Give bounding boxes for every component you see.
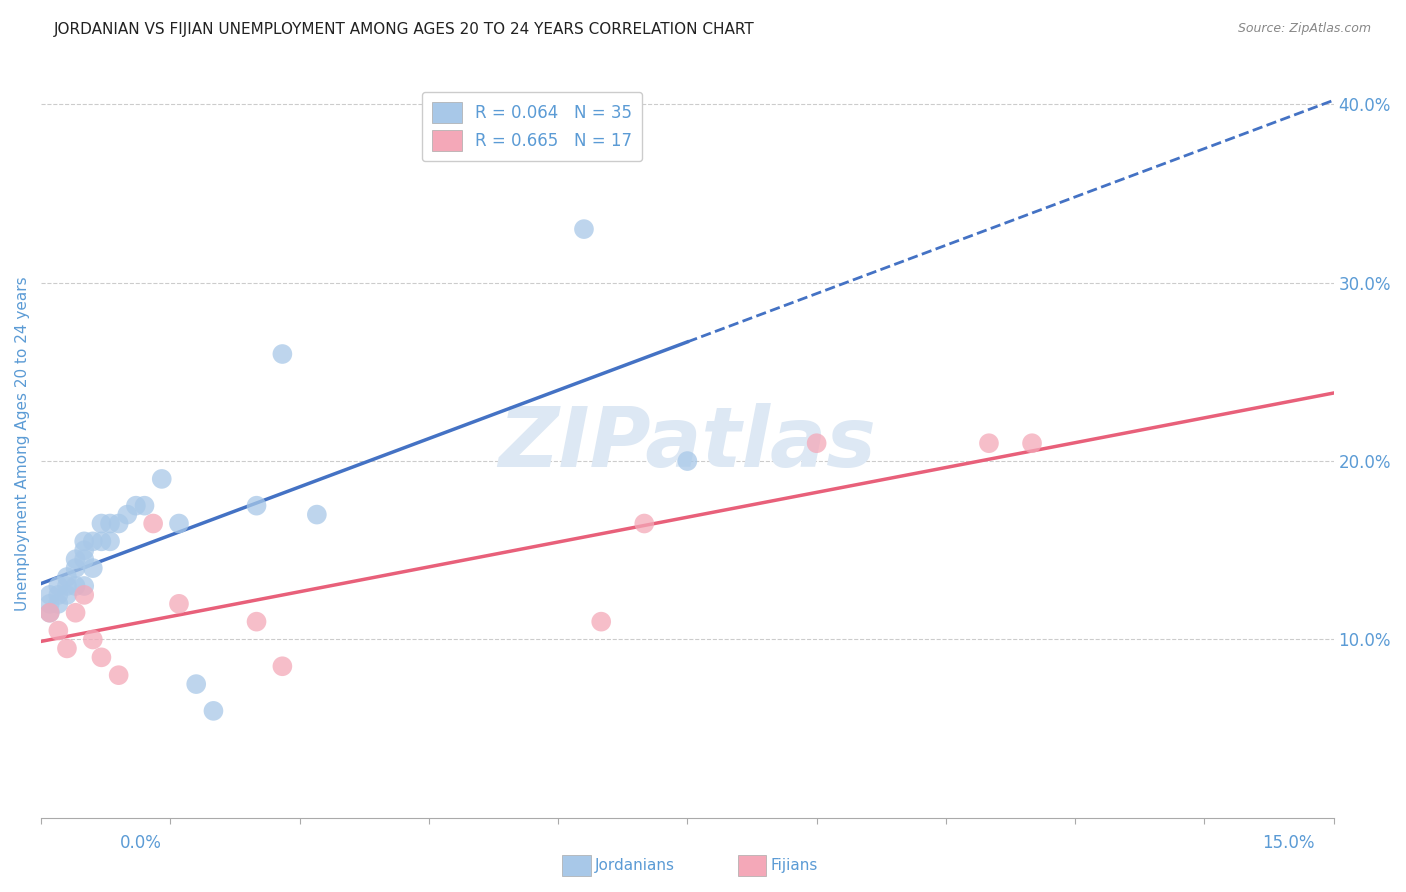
Point <box>134 499 156 513</box>
Point <box>73 543 96 558</box>
Point <box>271 659 294 673</box>
Point <box>65 606 87 620</box>
Point <box>90 650 112 665</box>
Point <box>82 561 104 575</box>
Point <box>591 615 613 629</box>
Point <box>56 579 79 593</box>
Point <box>202 704 225 718</box>
Point <box>633 516 655 531</box>
Point <box>167 516 190 531</box>
Point <box>73 579 96 593</box>
Point <box>167 597 190 611</box>
Point <box>271 347 294 361</box>
Point <box>38 588 60 602</box>
Point <box>38 606 60 620</box>
Point <box>38 606 60 620</box>
Text: JORDANIAN VS FIJIAN UNEMPLOYMENT AMONG AGES 20 TO 24 YEARS CORRELATION CHART: JORDANIAN VS FIJIAN UNEMPLOYMENT AMONG A… <box>53 22 754 37</box>
Point <box>73 552 96 566</box>
Point <box>65 561 87 575</box>
Point <box>90 534 112 549</box>
Point <box>117 508 139 522</box>
Text: Source: ZipAtlas.com: Source: ZipAtlas.com <box>1237 22 1371 36</box>
Point <box>1021 436 1043 450</box>
Point <box>56 641 79 656</box>
Point <box>245 499 267 513</box>
Text: 0.0%: 0.0% <box>120 834 162 852</box>
Point <box>125 499 148 513</box>
Point <box>65 579 87 593</box>
Point <box>806 436 828 450</box>
Point <box>46 597 69 611</box>
Point <box>305 508 328 522</box>
Point <box>46 579 69 593</box>
Point <box>98 534 121 549</box>
Y-axis label: Unemployment Among Ages 20 to 24 years: Unemployment Among Ages 20 to 24 years <box>15 276 30 610</box>
Point <box>186 677 208 691</box>
Point <box>572 222 595 236</box>
Point <box>977 436 1000 450</box>
Text: ZIPatlas: ZIPatlas <box>499 402 876 483</box>
Point <box>82 534 104 549</box>
Text: Jordanians: Jordanians <box>595 858 675 872</box>
Legend: R = 0.064   N = 35, R = 0.665   N = 17: R = 0.064 N = 35, R = 0.665 N = 17 <box>422 92 643 161</box>
Point <box>245 615 267 629</box>
Point <box>46 588 69 602</box>
Point <box>73 534 96 549</box>
Point <box>56 588 79 602</box>
Point <box>142 516 165 531</box>
Point <box>56 570 79 584</box>
Point <box>82 632 104 647</box>
Point <box>46 624 69 638</box>
Text: 15.0%: 15.0% <box>1263 834 1315 852</box>
Point <box>38 597 60 611</box>
Point <box>98 516 121 531</box>
Point <box>676 454 699 468</box>
Text: Fijians: Fijians <box>770 858 818 872</box>
Point <box>90 516 112 531</box>
Point <box>73 588 96 602</box>
Point <box>65 552 87 566</box>
Point <box>150 472 173 486</box>
Point <box>107 516 129 531</box>
Point <box>107 668 129 682</box>
